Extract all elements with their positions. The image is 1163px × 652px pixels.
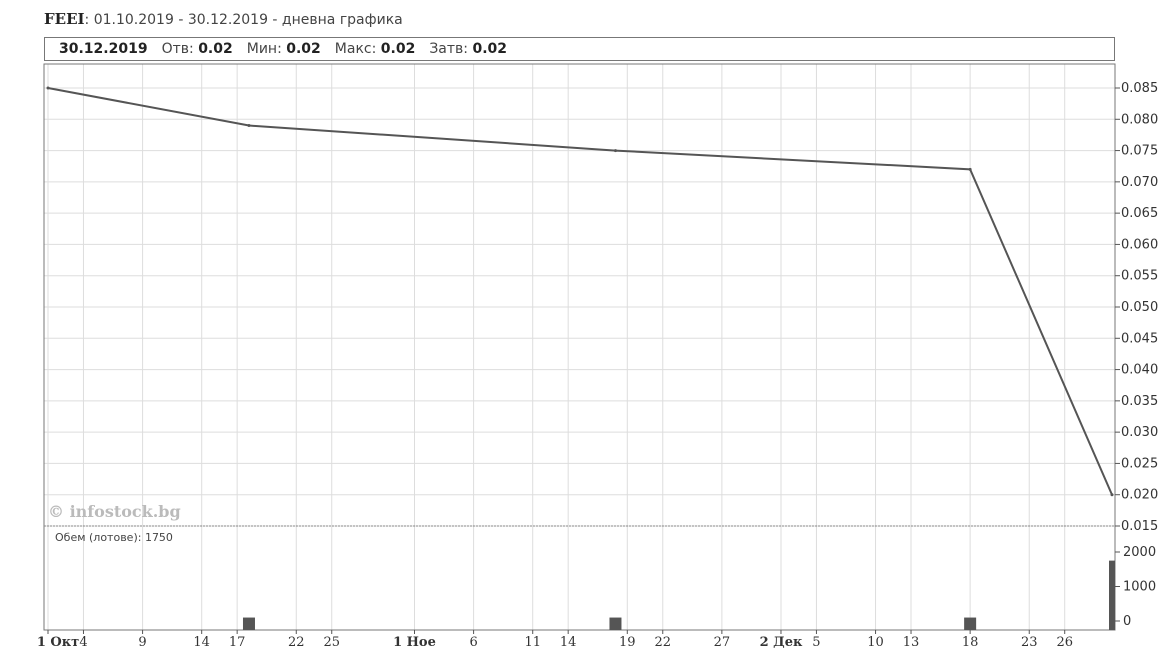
x-tick-label: 25 [323, 635, 340, 650]
x-tick-label: 1 Окт [37, 635, 79, 650]
x-tick-label: 9 [138, 635, 146, 650]
open-value: 0.02 [198, 41, 233, 57]
y-tick-label: 0.080 [1121, 112, 1158, 127]
y-tick-label: 0.025 [1121, 456, 1158, 471]
price-points [46, 86, 1114, 497]
volume-bars [242, 560, 1115, 630]
x-tick-label: 17 [229, 635, 246, 650]
price-point [46, 86, 50, 90]
x-tick-label: 14 [193, 635, 210, 650]
price-point [247, 124, 251, 128]
watermark: © infostock.bg [48, 502, 181, 521]
ticker-symbol: FEEI [44, 10, 85, 28]
x-tick-label: 19 [619, 635, 636, 650]
volume-label: Обем (лотове): 1750 [55, 531, 173, 544]
y-tick-label: 0.050 [1121, 300, 1158, 315]
x-tick-label: 5 [812, 635, 820, 650]
y-tick-label: 0.035 [1121, 394, 1158, 409]
y-tick-label: 0.030 [1121, 425, 1158, 440]
chart-header: FEEI: 01.10.2019 - 30.12.2019 - дневна г… [44, 10, 403, 28]
y-tick-label: 0.045 [1121, 331, 1158, 346]
close-label: Затв: [429, 41, 469, 57]
x-tick-label: 18 [962, 635, 979, 650]
volume-bar [609, 617, 622, 630]
x-tick-label: 10 [867, 635, 884, 650]
x-tick-label: 1 Ное [393, 635, 436, 650]
y-tick-label: 0.070 [1121, 175, 1158, 190]
volume-bar [242, 617, 255, 630]
y-tick-label: 0.085 [1121, 81, 1158, 96]
quote-info-bar: 30.12.2019 Отв: 0.02 Мин: 0.02 Макс: 0.0… [44, 37, 1115, 61]
volume-tick-label: 2000 [1123, 545, 1156, 560]
quote-date: 30.12.2019 [59, 41, 148, 57]
x-tick-label: 2 Дек [760, 635, 803, 650]
volume-y-axis: 2000 1000 0 [1115, 545, 1156, 629]
volume-tick-label: 1000 [1123, 580, 1156, 595]
y-tick-label: 0.060 [1121, 237, 1158, 252]
chart-frame [43, 63, 1116, 631]
y-tick-label: 0.020 [1121, 488, 1158, 503]
x-tick-label: 4 [79, 635, 87, 650]
volume-tick-label: 0 [1123, 614, 1131, 629]
x-axis: 1 Окт 4 9 14 17 22 25 1 Ное 6 11 14 19 22 27 2 Дек 5 10 1… [37, 630, 1073, 650]
x-tick-label: 6 [469, 635, 477, 650]
chart-subtitle: : 01.10.2019 - 30.12.2019 - дневна графи… [84, 12, 403, 28]
min-label: Мин: [246, 41, 282, 57]
price-line [47, 87, 1113, 496]
price-point [1110, 493, 1114, 497]
x-tick-label: 27 [714, 635, 731, 650]
y-tick-label: 0.075 [1121, 144, 1158, 159]
open-label: Отв: [161, 41, 194, 57]
price-point [613, 149, 617, 153]
x-tick-label: 26 [1056, 635, 1073, 650]
close-value: 0.02 [472, 41, 508, 57]
y-tick-label: 0.015 [1121, 519, 1158, 534]
volume-bar [964, 617, 977, 630]
price-point [968, 167, 972, 171]
max-label: Макс: [334, 41, 377, 57]
x-tick-label: 22 [654, 635, 671, 650]
y-axis: 0.085 0.080 0.075 0.070 0.065 0.060 0.055 0.050… [1115, 81, 1158, 534]
min-value: 0.02 [286, 41, 321, 57]
grid-lines [44, 64, 1115, 630]
x-tick-label: 11 [524, 635, 541, 650]
x-tick-label: 22 [288, 635, 305, 650]
x-tick-label: 13 [903, 635, 920, 650]
x-tick-label: 14 [560, 635, 577, 650]
y-tick-label: 0.040 [1121, 363, 1158, 378]
volume-bar [1109, 560, 1115, 630]
y-tick-label: 0.055 [1121, 269, 1158, 284]
y-tick-label: 0.065 [1121, 206, 1158, 221]
x-tick-label: 23 [1021, 635, 1038, 650]
max-value: 0.02 [380, 41, 416, 57]
